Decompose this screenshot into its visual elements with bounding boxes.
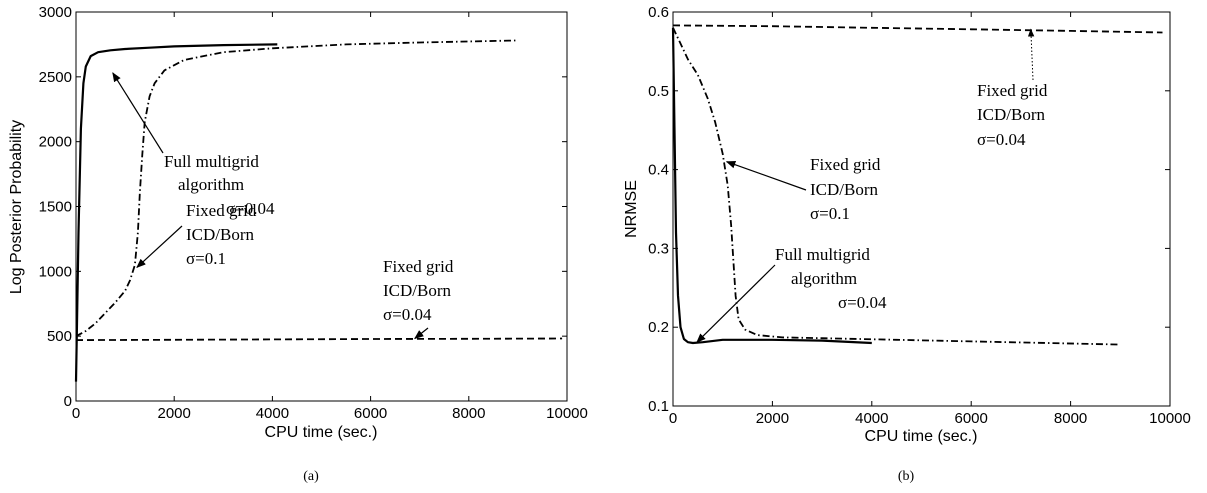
y-tick-label: 0.2 [648,319,669,336]
annotation-b-fixed-01: Fixed grid ICD/Born σ=0.1 [725,155,881,223]
y-tick-label: 2000 [39,134,72,151]
y-tick-label: 0.3 [648,240,669,257]
x-ticks-b: 0 2000 4000 6000 8000 10000 [669,12,1191,427]
annotation-text: ICD/Born [977,105,1046,124]
annotation-text: σ=0.04 [977,130,1026,149]
y-tick-label: 0.1 [648,398,669,415]
caption-b: (b) [898,469,915,484]
x-tick-label: 2000 [756,410,789,427]
annotation-text: σ=0.04 [226,199,275,218]
y-tick-label: 1000 [39,263,72,280]
y-tick-label: 2500 [39,69,72,86]
y-axis-label-b: NRMSE [623,180,640,238]
annotation-text: Full multigrid [775,245,870,264]
x-ticks-a: 0 2000 4000 6000 8000 10000 [72,12,588,422]
annotation-b-fixed-004: Fixed grid ICD/Born σ=0.04 [977,28,1048,149]
y-tick-label: 3000 [39,4,72,21]
annotation-text: algorithm [178,175,244,194]
x-tick-label: 0 [72,405,80,422]
series-group-b [671,24,1163,346]
annotation-arrow [414,327,429,340]
annotation-arrow [1027,28,1035,81]
y-tick-label: 0.6 [648,4,669,21]
annotation-a-fixed-01: Fixed grid ICD/Born σ=0.1 [136,201,257,269]
annotation-text: Fixed grid [383,257,454,276]
x-tick-label: 8000 [452,405,485,422]
x-tick-label: 4000 [855,410,888,427]
series-line-dashed [75,337,563,342]
y-tick-label: 0 [64,393,72,410]
annotation-text: Full multigrid [164,152,259,171]
x-axis-label-a: CPU time (sec.) [265,424,378,441]
x-tick-label: 4000 [256,405,289,422]
annotation-arrow [112,72,164,154]
annotation-a-fixed-004: Fixed grid ICD/Born σ=0.04 [383,257,454,340]
y-axis-label-a: Log Posterior Probability [8,120,25,294]
annotation-text: σ=0.04 [383,305,432,324]
annotation-text: σ=0.1 [186,249,226,268]
y-ticks-b: 0.1 0.2 0.3 0.4 0.5 0.6 [648,4,1170,415]
annotation-b-multigrid: Full multigrid algorithm σ=0.04 [696,245,887,343]
x-tick-label: 6000 [955,410,988,427]
annotation-text: ICD/Born [383,281,452,300]
annotation-a-multigrid: Full multigrid algorithm σ=0.04 [112,72,275,218]
annotation-text: Fixed grid [977,81,1048,100]
annotation-arrow [725,160,807,191]
annotation-text: σ=0.04 [838,293,887,312]
x-tick-label: 8000 [1054,410,1087,427]
annotation-text: σ=0.1 [810,204,850,223]
x-tick-label: 2000 [158,405,191,422]
series-group-a [74,39,563,382]
annotation-arrow [696,264,776,343]
annotation-arrow [136,225,183,269]
x-tick-label: 10000 [1149,410,1191,427]
y-tick-label: 0.5 [648,83,669,100]
annotation-text: ICD/Born [186,225,255,244]
plot-frame-a [75,11,568,402]
y-tick-label: 1500 [39,199,72,216]
plot-frame-b [672,11,1171,407]
annotation-text: ICD/Born [810,180,879,199]
annotation-text: algorithm [791,269,857,288]
x-tick-label: 0 [669,410,677,427]
caption-a: (a) [303,469,319,484]
y-tick-label: 500 [47,328,72,345]
series-line-solid [671,27,872,345]
y-tick-label: 0.4 [648,162,669,179]
series-line-dashdot [75,39,516,337]
x-tick-label: 10000 [546,405,588,422]
series-line-dashed [672,24,1163,34]
x-tick-label: 6000 [354,405,387,422]
y-ticks-a: 0 500 1000 1500 2000 2500 3000 [39,4,567,410]
chart-panel-a: 0 2000 4000 6000 8000 10000 0 500 1000 1500 2000 2… [8,4,588,484]
series-line-solid [74,43,278,382]
annotation-text: Fixed grid [186,201,257,220]
series-line-dashdot [672,27,1118,346]
x-axis-label-b: CPU time (sec.) [865,428,978,445]
chart-panel-b: 0 2000 4000 6000 8000 10000 0.10.20.30.40.50.… [623,4,1191,484]
annotation-text: Fixed grid [810,155,881,174]
